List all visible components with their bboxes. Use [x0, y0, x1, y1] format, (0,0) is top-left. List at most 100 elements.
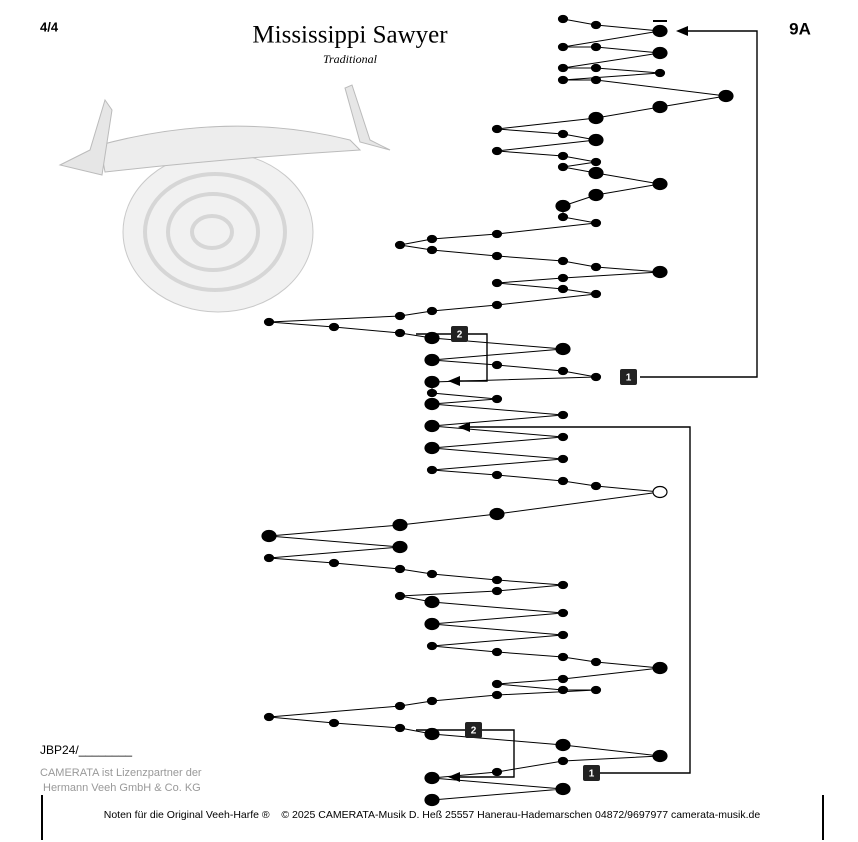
note — [652, 177, 668, 191]
marker: 1 — [626, 373, 632, 384]
marker: 1 — [589, 769, 595, 780]
note — [426, 465, 438, 475]
note — [652, 265, 668, 279]
note — [261, 529, 277, 543]
note — [426, 641, 438, 651]
note — [652, 661, 668, 675]
note — [590, 157, 602, 167]
title: Mississippi Sawyer — [252, 22, 448, 49]
note — [491, 647, 503, 657]
note — [557, 284, 569, 294]
note — [557, 129, 569, 139]
note — [557, 580, 569, 590]
note — [557, 630, 569, 640]
note — [394, 311, 406, 321]
note — [652, 485, 668, 499]
note — [557, 454, 569, 464]
note — [555, 199, 571, 213]
code: JBP24/________ — [40, 743, 132, 757]
note — [491, 300, 503, 310]
note — [491, 251, 503, 261]
note — [557, 42, 569, 52]
note — [557, 685, 569, 695]
note — [588, 111, 604, 125]
note — [424, 793, 440, 807]
note — [557, 63, 569, 73]
note — [394, 240, 406, 250]
note — [263, 317, 275, 327]
note — [263, 553, 275, 563]
note — [491, 586, 503, 596]
note — [590, 481, 602, 491]
note — [588, 188, 604, 202]
note — [557, 256, 569, 266]
note — [557, 212, 569, 222]
note — [590, 372, 602, 382]
note — [557, 162, 569, 172]
note — [555, 342, 571, 356]
illustration — [58, 84, 391, 313]
subtitle: Traditional — [323, 52, 378, 66]
arrowheads — [448, 26, 688, 782]
note — [491, 278, 503, 288]
notes — [261, 14, 734, 807]
note — [424, 771, 440, 785]
note — [328, 718, 340, 728]
marker: 2 — [471, 726, 477, 737]
note — [424, 441, 440, 455]
note — [426, 388, 438, 398]
note — [426, 245, 438, 255]
note — [424, 397, 440, 411]
note — [328, 558, 340, 568]
note — [590, 657, 602, 667]
sheet-number: 9A — [789, 19, 811, 38]
note — [491, 124, 503, 134]
time-signature: 4/4 — [40, 19, 59, 34]
note — [555, 782, 571, 796]
note — [557, 476, 569, 486]
repeat-lines — [416, 30, 758, 778]
note — [557, 273, 569, 283]
note — [426, 569, 438, 579]
note — [491, 679, 503, 689]
note — [590, 685, 602, 695]
note — [590, 42, 602, 52]
note — [652, 24, 668, 38]
note — [328, 322, 340, 332]
note — [590, 63, 602, 73]
note — [654, 68, 666, 78]
footer: Noten für die Original Veeh-Harfe ® © 20… — [104, 809, 761, 821]
note — [557, 14, 569, 24]
license: CAMERATA ist Lizenzpartner der — [40, 767, 202, 779]
note — [394, 591, 406, 601]
note — [652, 749, 668, 763]
note — [718, 89, 734, 103]
note — [555, 738, 571, 752]
note — [424, 419, 440, 433]
note — [588, 133, 604, 147]
note — [491, 360, 503, 370]
note — [394, 723, 406, 733]
note — [394, 328, 406, 338]
note — [590, 218, 602, 228]
note — [489, 507, 505, 521]
note — [590, 289, 602, 299]
note — [590, 75, 602, 85]
note — [652, 46, 668, 60]
note — [491, 146, 503, 156]
note — [426, 306, 438, 316]
note — [491, 767, 503, 777]
note — [426, 696, 438, 706]
note — [263, 712, 275, 722]
note — [392, 518, 408, 532]
note — [424, 727, 440, 741]
note — [588, 166, 604, 180]
note — [491, 470, 503, 480]
note — [557, 366, 569, 376]
note — [590, 262, 602, 272]
note — [590, 20, 602, 30]
note — [557, 432, 569, 442]
note — [557, 652, 569, 662]
note — [491, 229, 503, 239]
